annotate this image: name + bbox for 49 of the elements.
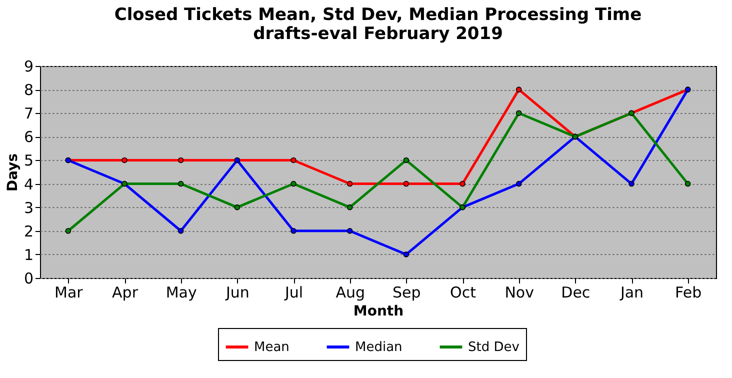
x-tick-label: Jun — [224, 284, 250, 302]
x-tick-label: Mar — [54, 284, 84, 302]
point — [403, 180, 410, 187]
point — [178, 180, 184, 187]
point — [628, 180, 634, 187]
y-tick-label: 5 — [24, 152, 34, 170]
legend-label: Mean — [254, 340, 290, 355]
point — [346, 180, 353, 187]
y-tick-label: 8 — [24, 81, 34, 100]
x-tick-label: Dec — [561, 284, 590, 302]
y-tick-label: 6 — [24, 128, 34, 146]
point — [346, 204, 353, 210]
x-tick-label: Apr — [112, 284, 139, 302]
point — [460, 180, 466, 187]
x-tick-label: May — [166, 284, 197, 302]
y-tick-label: 0 — [24, 270, 34, 288]
y-tick-label: 1 — [24, 246, 34, 264]
point — [516, 180, 522, 187]
x-tick-label: Sep — [392, 284, 421, 302]
point — [290, 180, 296, 187]
y-tick-label: 4 — [24, 175, 34, 194]
point — [290, 228, 296, 234]
point — [178, 228, 184, 234]
y-tick-label: 7 — [24, 104, 34, 123]
legend-label: Median — [355, 340, 402, 355]
chart-title: Closed Tickets Mean, Std Dev, Median Processing Time drafts-eval February 2019 — [114, 5, 642, 44]
point — [178, 157, 184, 164]
point — [684, 180, 691, 187]
x-tick-label: Jul — [284, 284, 304, 302]
point — [403, 252, 410, 258]
y-tick-label: 3 — [24, 198, 34, 217]
legend-label: Std Dev — [468, 340, 520, 355]
point — [122, 157, 128, 164]
point — [403, 157, 410, 164]
y-axis-title: Days — [4, 153, 21, 192]
y-tick-label: 9 — [24, 58, 34, 76]
x-tick-label: Oct — [450, 284, 476, 302]
y-tick-label: 2 — [24, 222, 34, 240]
point — [234, 204, 240, 210]
x-tick-label: Feb — [675, 284, 702, 302]
x-tick-label: Aug — [336, 284, 365, 302]
x-axis-title: Month — [353, 304, 404, 320]
point — [290, 157, 296, 164]
point — [346, 228, 353, 234]
x-tick-label: Jan — [619, 284, 644, 302]
point — [65, 228, 72, 234]
x-tick-label: Nov — [504, 284, 534, 302]
point — [516, 110, 522, 116]
point — [516, 86, 522, 92]
